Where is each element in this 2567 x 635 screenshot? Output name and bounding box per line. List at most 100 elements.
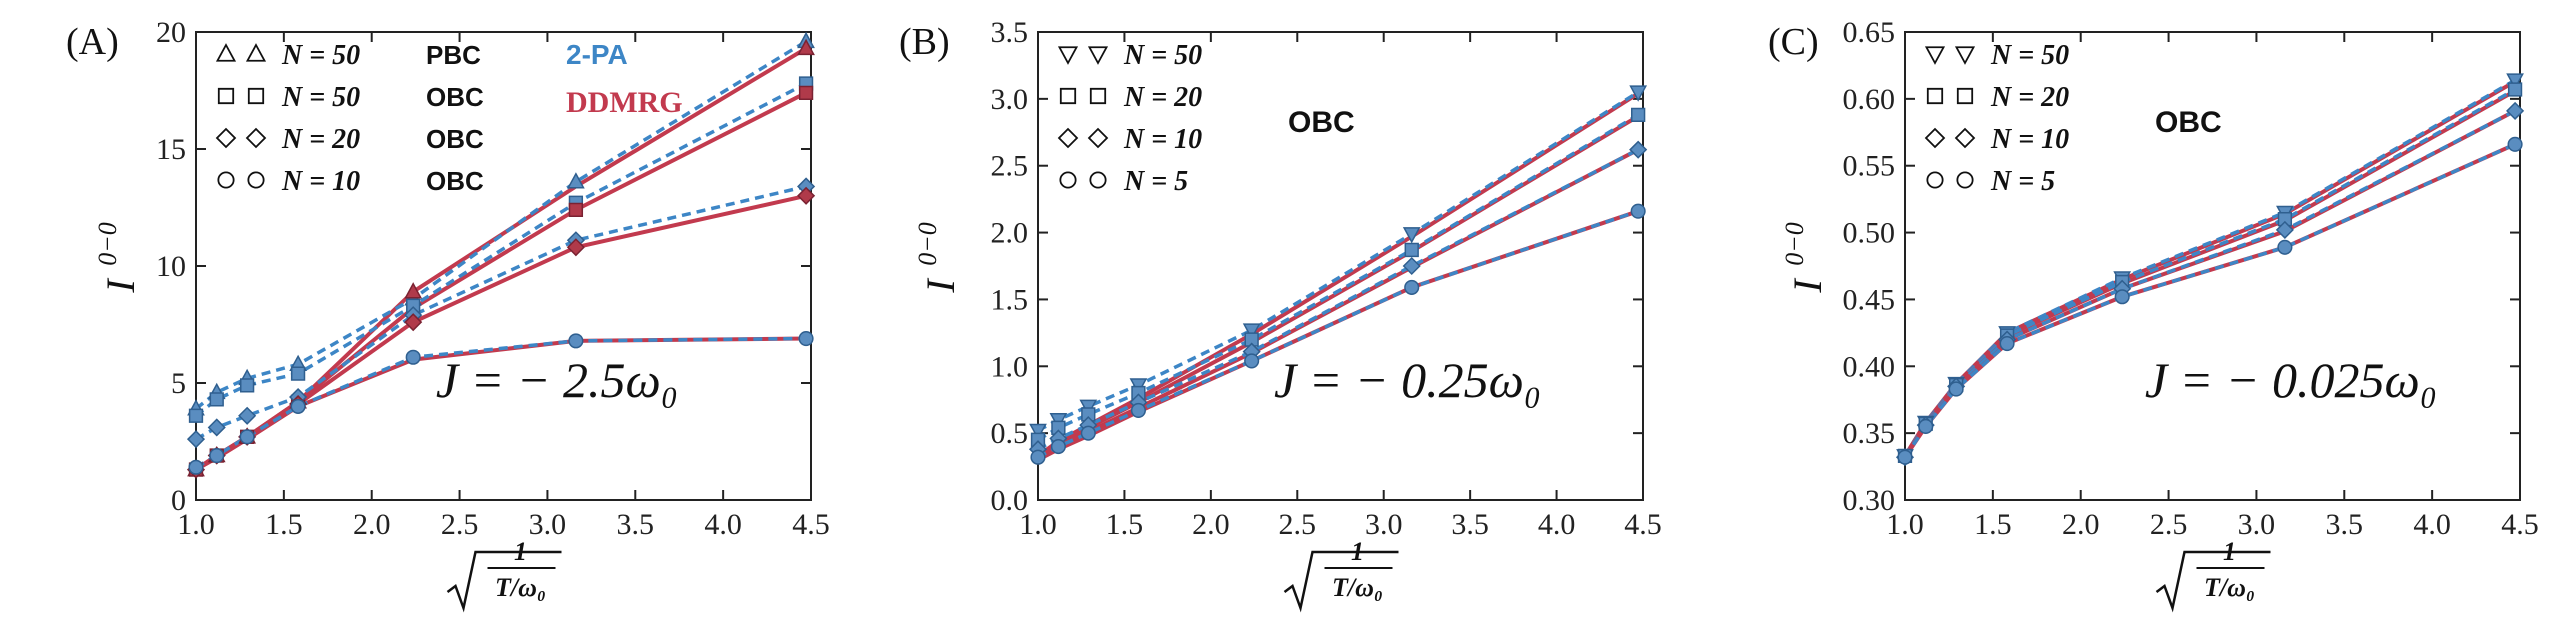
legend-marker [1059, 171, 1077, 189]
data-marker [568, 333, 584, 349]
x-tick-label: 2.5 [1279, 508, 1317, 541]
legend: N = 50 PBC N = 50 OBC N = 20 OBC N = 10 OBC [215, 40, 484, 197]
x-label-denominator: T/ω₀ [2204, 573, 2255, 602]
data-marker [1242, 323, 1261, 340]
data-marker [1999, 336, 2015, 352]
x-label-numerator: 1 [514, 537, 527, 566]
legend-marker [1924, 46, 1946, 65]
legend-bc: OBC [426, 124, 484, 154]
y-tick-label: 0.45 [1843, 283, 1896, 316]
x-axis-label: 1 T/ω₀ [1283, 537, 1399, 613]
data-marker [1131, 385, 1146, 401]
y-tick-label: 0.40 [1843, 350, 1896, 383]
legend-marker [1059, 87, 1077, 105]
x-tick-label: 1.5 [265, 508, 303, 541]
data-marker [568, 202, 584, 217]
data-marker [1029, 423, 1047, 441]
x-axis-label: 1 T/ω₀ [446, 537, 562, 613]
data-marker [1244, 332, 1259, 347]
y-axis-label-sup: 0−0 [913, 222, 942, 266]
coupling-annotation: J = − 2.5ω₀ [436, 352, 678, 408]
legend-marker [1089, 87, 1107, 105]
data-marker [1948, 381, 1964, 397]
y-tick-label: 0.65 [1843, 16, 1896, 49]
y-tick-label: 0.5 [991, 417, 1029, 450]
panel-label: (B) [899, 21, 950, 63]
x-tick-label: 4.0 [2413, 508, 2451, 541]
x-tick-label: 3.0 [529, 508, 567, 541]
legend-marker [245, 43, 267, 62]
x-tick-label: 3.5 [617, 508, 655, 541]
boundary-condition-label: OBC [2155, 106, 2222, 139]
data-marker [1897, 449, 1913, 465]
legend-marker [1924, 127, 1946, 149]
sqrt-symbol [2155, 550, 2271, 613]
legend-marker [1057, 46, 1079, 65]
x-axis-label: 1 T/ω₀ [2155, 537, 2271, 613]
legend-marker [217, 171, 235, 189]
data-marker [2507, 136, 2523, 152]
y-tick-label: 1.0 [991, 350, 1029, 383]
legend-marker [245, 127, 267, 149]
y-tick-label: 2.5 [991, 150, 1029, 183]
data-marker [290, 398, 306, 414]
data-marker [406, 298, 421, 313]
y-tick-label: 2.0 [991, 217, 1029, 250]
legend-marker [1087, 46, 1109, 65]
data-marker [567, 172, 585, 189]
legend-label: N = 20 [281, 124, 360, 155]
data-marker [798, 330, 814, 347]
legend-label: N = 50 [281, 82, 360, 113]
data-marker [1630, 203, 1646, 219]
data-marker [188, 408, 204, 423]
x-tick-label: 3.5 [1451, 508, 1489, 541]
x-tick-label: 2.0 [1192, 508, 1230, 541]
data-marker [405, 349, 421, 365]
y-tick-label: 1.5 [991, 283, 1029, 316]
data-marker [1051, 420, 1066, 435]
y-tick-label: 15 [156, 133, 186, 166]
data-marker [1030, 432, 1046, 447]
y-axis-label-main: I [918, 278, 963, 294]
panel-a: (A) 1.0 1.5 2.0 2.5 3.0 3.5 4.0 4.5 0 5 10 15 20 I 0−0 1… [66, 16, 830, 613]
legend-marker [1956, 87, 1974, 105]
legend-label: N = 10 [281, 166, 360, 197]
data-marker [238, 406, 257, 425]
legend-label: N = 20 [1123, 82, 1202, 113]
data-marker [1130, 402, 1146, 418]
y-tick-label: 5 [171, 367, 186, 400]
x-tick-label: 1.5 [1106, 508, 1144, 541]
legend-marker [1087, 127, 1109, 149]
data-marker [239, 429, 255, 445]
legend-label: N = 50 [1990, 40, 2069, 71]
data-marker [2506, 73, 2524, 90]
data-marker [290, 366, 306, 381]
data-marker [2114, 289, 2130, 305]
ddmrg-line [1037, 209, 1639, 462]
legend-label: N = 5 [1123, 166, 1188, 197]
data-marker [1631, 107, 1646, 123]
x-tick-label: 4.5 [2501, 508, 2539, 541]
data-marker [1404, 279, 1420, 295]
x-tick-label: 1.0 [177, 508, 215, 541]
legend-marker [247, 87, 265, 105]
data-marker [2277, 212, 2293, 227]
y-axis-label: I 0−0 [1780, 222, 1830, 293]
legend-label: N = 10 [1990, 124, 2069, 155]
data-marker [239, 378, 255, 393]
x-tick-label: 3.5 [2326, 508, 2364, 541]
legend: N = 50 N = 20 N = 10 N = 5 [1057, 40, 1202, 197]
x-tick-label: 1.0 [1886, 508, 1924, 541]
x-tick-label: 2.5 [441, 508, 479, 541]
plot-frame [1904, 31, 2521, 501]
panel-label: (C) [1768, 21, 1819, 63]
data-marker [1402, 227, 1421, 244]
y-tick-label: 0.35 [1843, 417, 1896, 450]
data-marker [1404, 242, 1419, 258]
y-axis-label: I 0−0 [93, 222, 143, 293]
data-marker [1081, 407, 1096, 422]
data-marker [1402, 256, 1421, 276]
legend-marker [1926, 87, 1944, 105]
panel-c: (C) 1.0 1.5 2.0 2.5 3.0 3.5 4.0 4.5 0.30 0.35 0.40 0… [1768, 16, 2539, 613]
y-tick-label: 10 [156, 250, 186, 283]
